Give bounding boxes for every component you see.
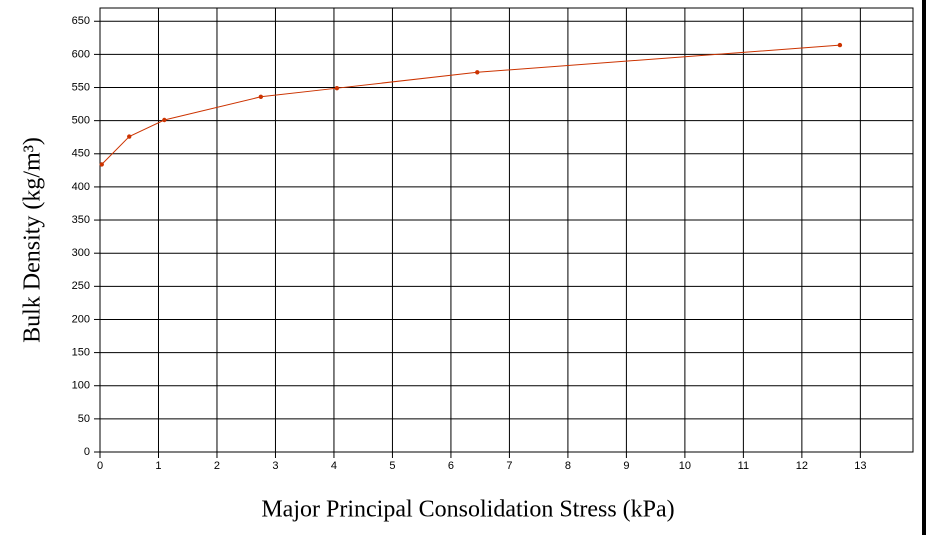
y-tick-label: 450	[72, 148, 90, 160]
data-point	[162, 117, 167, 123]
x-tick-label: 1	[155, 460, 161, 472]
x-tick-label: 7	[506, 460, 512, 472]
plot-area	[99, 7, 914, 453]
x-tick-label: 0	[97, 460, 103, 472]
data-point	[258, 94, 264, 100]
edge-bar	[922, 0, 926, 535]
data-point	[127, 134, 132, 139]
y-tick-label: 0	[84, 446, 90, 458]
x-tick-label: 4	[331, 460, 337, 472]
y-tick-label: 350	[72, 214, 90, 226]
x-tick-label: 12	[796, 460, 808, 472]
y-tick-label: 150	[72, 347, 90, 359]
y-tick-label: 300	[72, 247, 90, 259]
data-point	[475, 70, 480, 75]
x-tick-label: 9	[623, 460, 629, 472]
y-tick-label: 100	[72, 380, 90, 392]
y-tick-label: 600	[72, 48, 90, 60]
x-tick-label: 2	[214, 460, 220, 472]
x-tick-label: 11	[738, 460, 749, 472]
y-tick-label: 50	[78, 413, 90, 425]
x-tick-label: 6	[448, 460, 454, 472]
y-tick-label: 200	[72, 313, 90, 325]
y-tick-label: 250	[72, 280, 90, 292]
x-tick-label: 10	[679, 460, 691, 472]
y-tick-label: 550	[72, 81, 90, 93]
data-point	[99, 162, 104, 167]
x-tick-label: 5	[389, 460, 395, 472]
x-tick-label: 8	[565, 460, 571, 472]
x-tick-label: 3	[272, 460, 278, 472]
y-tick-label: 650	[72, 15, 90, 27]
data-point	[837, 42, 843, 48]
x-tick-label: 13	[854, 460, 866, 472]
data-point	[334, 85, 340, 91]
y-axis-label: Bulk Density (kg/m³)	[20, 137, 46, 343]
y-tick-label: 500	[72, 115, 90, 127]
x-axis-label: Major Principal Consolidation Stress (kP…	[261, 497, 674, 523]
y-tick-label: 400	[72, 181, 90, 193]
